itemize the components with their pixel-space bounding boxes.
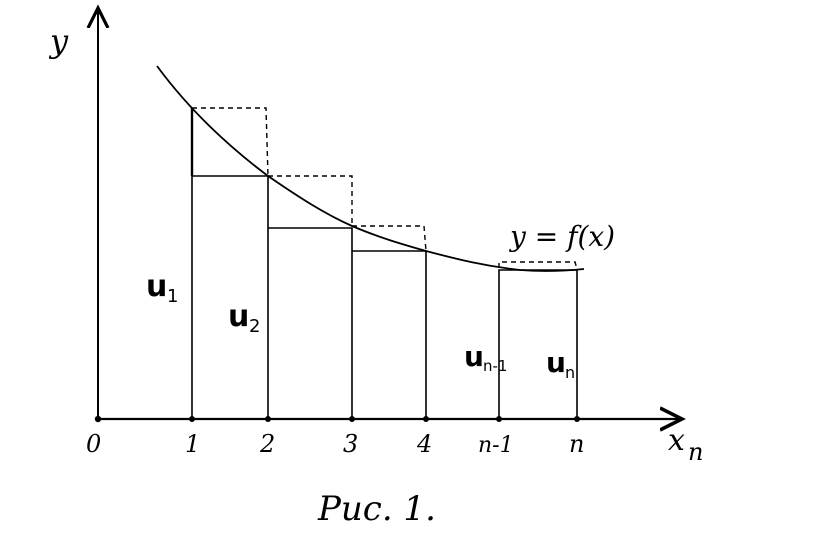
dashed-rectangle-n xyxy=(498,261,578,270)
inscribed-rectangles xyxy=(191,175,578,419)
rectangle-n xyxy=(498,269,578,419)
origin-point xyxy=(94,415,102,423)
circumscribed-rectangles xyxy=(192,107,578,270)
term-label-un-minus-1-subscript: n-1 xyxy=(483,357,507,375)
tick-label-1: 1 xyxy=(185,430,200,458)
dashed-rectangle-2 xyxy=(268,175,353,226)
origin-label: 0 xyxy=(86,430,101,458)
x-axis-label-subscript: n xyxy=(688,438,703,466)
rectangle-1 xyxy=(191,175,269,419)
term-label-u2: u xyxy=(228,299,249,334)
tick-label-3: 3 xyxy=(343,430,358,458)
y-axis-label: y xyxy=(48,22,69,60)
rectangle-3 xyxy=(352,250,427,419)
tick-label-4: 4 xyxy=(416,430,432,458)
tick-label-n-minus-1: n-1 xyxy=(478,433,514,458)
x-axis-label: x xyxy=(668,423,685,458)
function-label: y = f(x) xyxy=(508,220,615,253)
tick-label-n: n xyxy=(569,430,584,458)
rectangle-2 xyxy=(268,227,353,419)
figure-caption: Рис. 1. xyxy=(317,489,436,529)
term-label-un-subscript: n xyxy=(565,363,575,382)
term-label-u1-subscript: 1 xyxy=(167,286,178,307)
tick-label-2: 2 xyxy=(259,430,275,458)
dashed-rectangle-3 xyxy=(352,225,427,252)
term-label-u2-subscript: 2 xyxy=(249,316,260,337)
dashed-rectangle-1 xyxy=(192,107,269,177)
term-label-un: u xyxy=(546,346,566,379)
term-label-un-minus-1: u xyxy=(464,340,484,373)
function-curve xyxy=(156,65,585,272)
term-label-u1: u xyxy=(146,269,167,304)
